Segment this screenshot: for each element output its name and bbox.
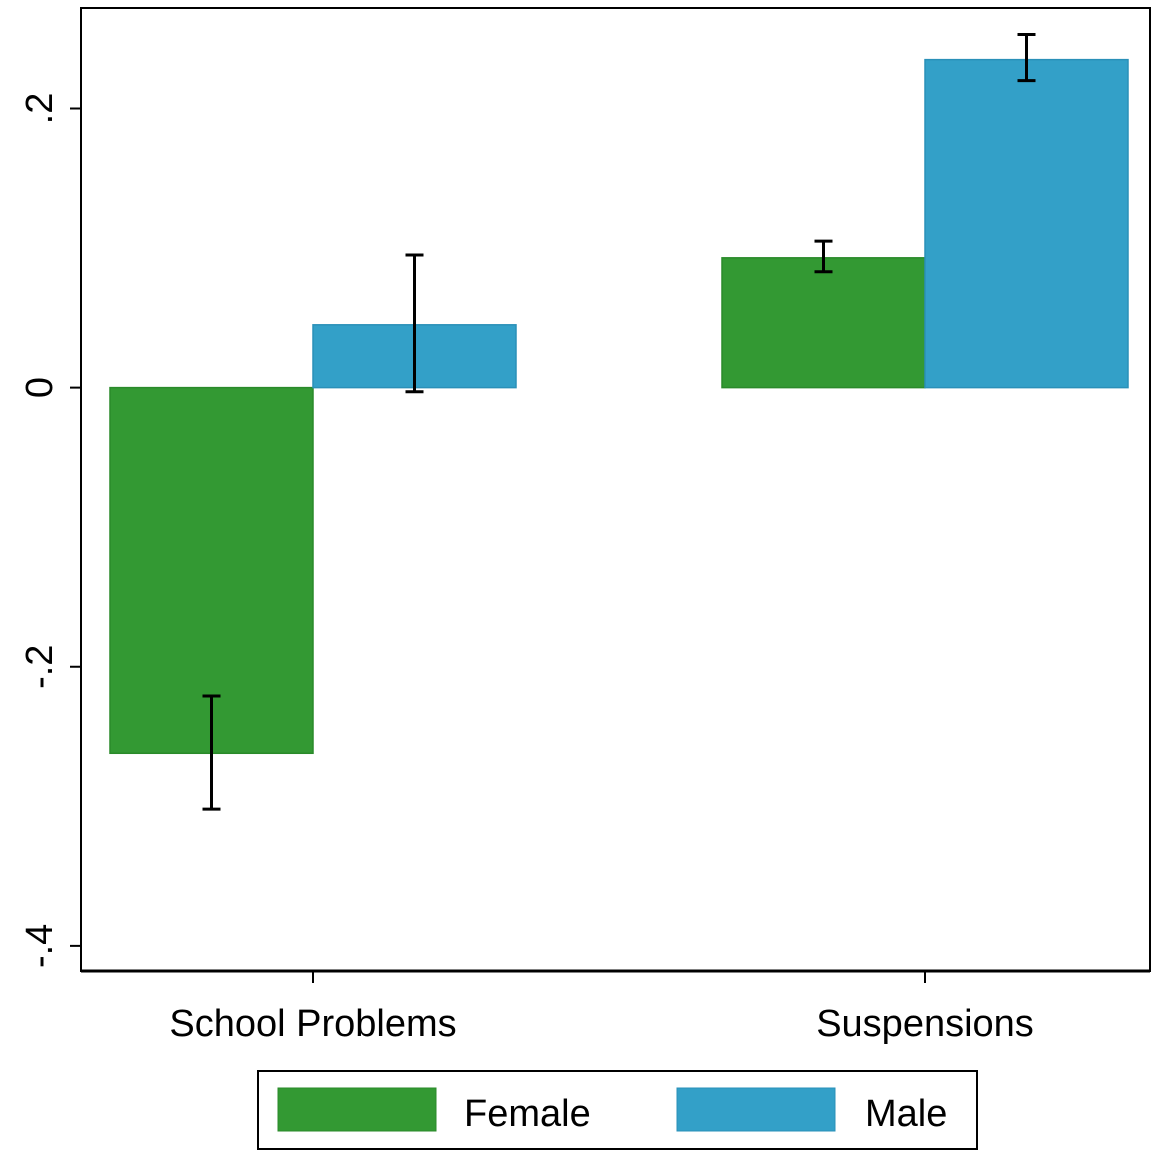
legend-label-female: Female <box>464 1093 591 1135</box>
errorbar-school-problems-male <box>405 253 424 394</box>
x-category-label: Suspensions <box>816 1003 1034 1045</box>
bar-suspensions-female <box>721 257 926 389</box>
bar-school-problems-female <box>109 386 314 755</box>
y-tick-label: .2 <box>19 93 61 125</box>
legend-label-male: Male <box>865 1093 947 1135</box>
y-tick-label: -.4 <box>19 924 61 968</box>
errorbars-layer <box>202 33 1036 811</box>
errorbar-suspensions-female <box>814 239 833 274</box>
x-category-label: School Problems <box>169 1003 456 1045</box>
bars-layer <box>109 58 1129 755</box>
legend-swatch-female <box>277 1087 437 1132</box>
y-tick-label: 0 <box>19 377 61 398</box>
errorbar-school-problems-female <box>202 694 221 811</box>
x-axis: School Problems Suspensions <box>169 971 1034 1045</box>
legend: Female Male <box>257 1070 978 1150</box>
legend-swatch-male <box>676 1087 836 1132</box>
y-tick-label: -.2 <box>19 645 61 689</box>
errorbar-suspensions-male <box>1017 33 1036 83</box>
bar-suspensions-male <box>924 58 1129 389</box>
y-axis: -.4 -.2 0 .2 <box>19 93 81 968</box>
